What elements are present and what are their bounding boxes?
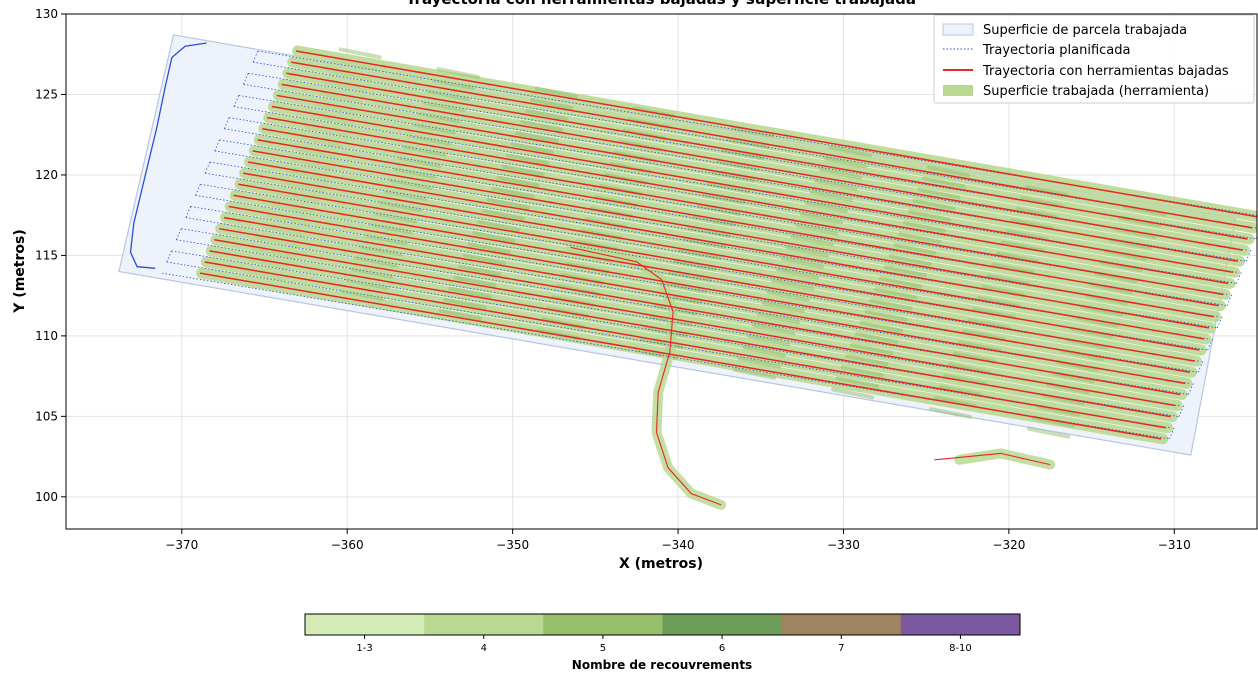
lowered-pass-line (243, 172, 1205, 340)
x-axis-label: X (metros) (619, 556, 703, 572)
plot-frame (65, 13, 1258, 530)
colorbar-tick-label: 1-3 (356, 643, 372, 654)
lowered-pass-line (262, 128, 1224, 296)
coverage-overlap (314, 102, 1166, 277)
coverage-overlap (300, 136, 1152, 311)
lowered-pass-line (223, 216, 1186, 385)
planned-pass-line (253, 61, 1256, 229)
planned-pass-line (195, 194, 1199, 362)
x-tick-label: −330 (827, 538, 860, 552)
colorbar-segment (781, 614, 902, 635)
coverage-colorbar: 1-3 4 5 6 7 8-10 (304, 613, 1021, 654)
y-axis-label: Y (metros) (12, 229, 28, 313)
crossing-track (570, 246, 722, 506)
coverage-overlap (271, 202, 1123, 377)
planned-pass-line (185, 217, 1189, 384)
legend-planned-label: Trayectoria planificada (982, 43, 1131, 58)
lowered-pass-line (295, 50, 1257, 218)
coverage-overlap (333, 58, 1185, 233)
x-tick-label: −340 (662, 538, 695, 552)
coverage-overlap (252, 247, 1104, 422)
colorbar-tick-label: 7 (838, 643, 844, 654)
planned-pass-line (233, 106, 1237, 273)
colorbar-label: Nombre de recouvrements (572, 658, 752, 672)
coverage-overlap (338, 47, 1190, 222)
lowered-pass-line (214, 239, 1176, 407)
x-tick-label: −360 (331, 538, 364, 552)
coverage-overlap (285, 169, 1137, 344)
lowered-pass-line (291, 61, 1253, 229)
lowered-pass-line (209, 250, 1171, 418)
x-axis-ticks: −370 −360 −350 −340 −330 −320 −310 (165, 529, 1191, 552)
y-tick-label: 120 (35, 168, 58, 182)
coverage-overlap (324, 80, 1176, 255)
lowered-trajectory-layer (199, 50, 1257, 506)
y-tick-label: 110 (35, 329, 58, 343)
lowered-pass-line (247, 161, 1210, 329)
coverage-overlap (266, 213, 1118, 388)
lowered-pass-line (286, 72, 1248, 240)
coverage-overlap (281, 180, 1132, 355)
legend-lowered-label: Trayectoria con herramientas bajadas (982, 64, 1229, 79)
lowered-pass-line (281, 83, 1243, 251)
colorbar-segment (305, 614, 425, 635)
coverage-overlap (295, 147, 1147, 322)
x-tick-label: −310 (1158, 538, 1191, 552)
planned-pass-line (224, 128, 1228, 295)
isolated-track (934, 452, 1051, 466)
colorbar-segment (543, 614, 663, 635)
lowered-pass-line (238, 183, 1200, 351)
y-axis-ticks: 100 105 110 115 120 125 130 (35, 7, 66, 504)
coverage-overlap (276, 191, 1128, 366)
colorbar-tick-label: 6 (719, 643, 725, 654)
y-tick-label: 130 (35, 7, 58, 21)
planned-pass-line (205, 172, 1208, 340)
legend-field-swatch (942, 23, 974, 36)
x-tick-label: −320 (992, 538, 1025, 552)
planned-pass-line (166, 261, 1170, 429)
y-tick-label: 115 (35, 248, 58, 262)
coverage-overlap (257, 236, 1108, 410)
colorbar-tick-label: 5 (600, 643, 606, 654)
legend-box (933, 14, 1255, 104)
x-tick-label: −370 (165, 538, 198, 552)
y-tick-label: 125 (35, 87, 58, 101)
lowered-pass-line (233, 194, 1195, 362)
isolated-coverage (954, 448, 1056, 470)
legend-field-label: Superficie de parcela trabajada (983, 23, 1187, 38)
y-tick-label: 105 (35, 409, 58, 423)
x-tick-label: −350 (496, 538, 529, 552)
coverage-overlap (305, 125, 1156, 299)
legend-coverage-swatch (943, 85, 973, 96)
coverage-overlap (290, 158, 1142, 333)
colorbar-tick-label: 4 (481, 643, 487, 654)
coverage-overlap (261, 225, 1113, 399)
headland-curve (129, 42, 207, 269)
colorbar-frame (304, 613, 1021, 636)
planned-pass-line (243, 83, 1247, 251)
legend-coverage-label: Superficie trabajada (herramienta) (983, 84, 1209, 99)
lowered-pass-line (199, 272, 1162, 440)
planned-pass-line (176, 239, 1180, 406)
coverage-overlap (328, 69, 1180, 244)
colorbar-segment (424, 614, 544, 635)
coverage-overlap (309, 114, 1161, 288)
y-tick-label: 100 (35, 490, 58, 504)
lowered-pass-line (219, 227, 1181, 396)
lowered-pass-line (276, 94, 1238, 262)
lowered-pass-line (267, 116, 1229, 285)
colorbar-tick-label: 8-10 (949, 643, 972, 654)
lowered-pass-line (228, 205, 1190, 373)
legend: Superficie de parcela trabajada Trayecto… (933, 14, 1255, 104)
coverage-overlap (319, 91, 1171, 266)
colorbar-segment (662, 614, 783, 635)
lowered-pass-line (257, 139, 1219, 307)
colorbar-segment (900, 614, 1021, 635)
lowered-pass-line (252, 150, 1214, 318)
planned-pass-line (214, 150, 1218, 318)
chart-title: Trayectoria con herramientas bajadas y s… (406, 0, 916, 8)
lowered-pass-line (204, 261, 1166, 429)
lowered-pass-line (271, 105, 1234, 274)
